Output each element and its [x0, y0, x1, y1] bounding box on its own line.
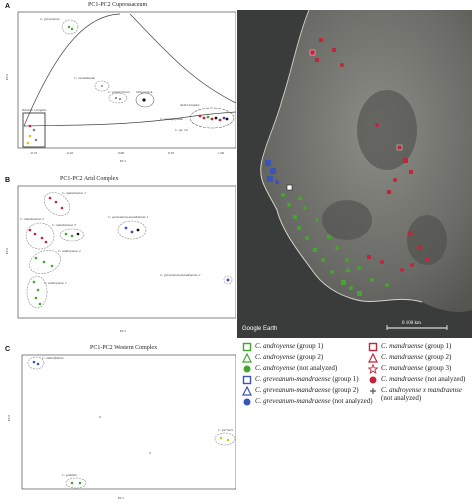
panel-c-letter: C [5, 346, 11, 353]
panel-b-letter: B [5, 177, 11, 184]
panel-a-plot: C. greveanum C. nesiotianum C. gregaries… [5, 11, 236, 163]
legend-group: (group 2) [296, 353, 324, 361]
plus-icon [370, 388, 376, 394]
legend: C. androyense (group 1) C. androyense (g… [242, 340, 474, 470]
panel-a-xlabel: PC1 [120, 159, 126, 163]
panel-b-plot: C. mandraense 1 C. mandraense 2 C. mandr… [5, 185, 236, 333]
panel-a: A PC1-PC2 Cupressaceum C. grevea [0, 0, 236, 172]
panel-b-label-gm1: C. greveanum-mandraense 1 [108, 215, 149, 219]
panel-a-label-arid: Arid Complex [179, 103, 200, 107]
legend-item: C. greveanum-mandraense (group 1) [242, 375, 359, 385]
panel-b-ylabel: PC2 [5, 248, 9, 254]
panel-b-points [28, 196, 230, 306]
panel-a-label-ovoid: C. ovoidphyllum [160, 117, 184, 121]
map-credit: Google Earth [242, 326, 278, 332]
legend-group: (group 2) [332, 386, 359, 394]
panel-a-label-gregariesum: C. gregariesum [108, 90, 130, 94]
legend-group: (not analyzed) [296, 364, 338, 372]
panel-a-label-outgroup: Outgroup A [136, 90, 153, 94]
panel-a-xtick-4: 1.00 [218, 151, 224, 155]
panel-b: B PC1-PC2 Arid Complex C. mandraense 1 C… [0, 172, 236, 344]
legend-name: C. greveanum-mandraense [255, 397, 331, 405]
legend-name: C. androyense [255, 353, 296, 361]
panel-c: C PC1-PC2 Western Complex C. obtusifoliu… [0, 345, 236, 503]
panel-a-xtick-1: -0.45 [66, 151, 74, 155]
panel-c-ylabel: PC2 [7, 415, 11, 421]
legend-item: C. mandraense (group 2) [368, 353, 451, 363]
square-icon [242, 375, 252, 385]
map-terrain: 0 100 km [237, 10, 472, 338]
legend-item: C. androyense (group 2) [242, 353, 323, 363]
panel-b-label-gm2: C. greveanum-mandraense 2 [160, 273, 201, 277]
legend-group: (not analyzed) [381, 394, 422, 402]
legend-name: C. androyense [255, 342, 296, 350]
panel-b-label-m2: C. mandraense 2 [20, 217, 44, 221]
panel-a-xtick-0: -0.75 [30, 151, 38, 155]
legend-item: C. mandraense (group 3) [368, 364, 451, 374]
panel-a-title: PC1-PC2 Cupressaceum [88, 2, 148, 8]
panel-c-title: PC1-PC2 Western Complex [90, 345, 158, 351]
panel-b-label-a2: C. androyense 2 [58, 249, 81, 253]
legend-item: C. androyense x mandraense (not analyzed) [368, 386, 471, 402]
panel-b-xlabel: PC1 [120, 329, 126, 333]
map-markers [265, 38, 429, 296]
legend-name: C. mandraense [381, 342, 424, 350]
legend-group: (not analyzed) [332, 397, 373, 405]
square-icon [368, 342, 378, 352]
panel-c-xlabel: PC1 [118, 496, 124, 500]
panel-a-xtick-3: 0.55 [168, 151, 174, 155]
legend-name: C. greveanum-mandraense [255, 375, 331, 383]
panel-a-xtick-2: 0.00 [118, 151, 124, 155]
map-scale-bar: 0 100 km [386, 321, 448, 330]
panel-b-title: PC1-PC2 Arid Complex [60, 176, 119, 182]
legend-group: (group 2) [425, 353, 452, 361]
triangle-icon [242, 386, 252, 396]
panel-a-label-western: Western Complex [22, 108, 47, 112]
legend-name: C. mandraense [381, 353, 424, 361]
legend-item: C. mandraense (group 1) [368, 342, 451, 352]
legend-group: (not analyzed) [425, 375, 466, 383]
legend-item: C. mandraense (not analyzed) [368, 375, 465, 385]
legend-group: (group 1) [425, 342, 452, 350]
panel-a-letter: A [5, 3, 11, 10]
panel-a-label-nesiotianum: C. nesiotianum [74, 76, 96, 80]
circle-icon [369, 376, 377, 384]
square-icon [242, 342, 252, 352]
panel-b-label-a1: C. androyense 1 [44, 281, 67, 285]
triangle-icon [242, 353, 252, 363]
panel-c-label-perr: C. perrieri [218, 428, 233, 432]
star-icon [368, 364, 378, 374]
legend-name: C. androyense [255, 364, 296, 372]
panel-c-plot: C. obtusifolium C. perrieri C. pumilio P… [7, 354, 236, 500]
panel-c-label-pum: C. pumilio [62, 473, 77, 477]
legend-group: (group 3) [425, 364, 452, 372]
panel-c-points [32, 360, 230, 485]
legend-name: C. greveanum-mandraense [255, 386, 331, 394]
legend-group: (group 1) [332, 375, 359, 383]
panel-c-label-obt: C. obtusifolium [42, 356, 64, 360]
legend-item: C. greveanum-mandraense (not analyzed) [242, 397, 373, 407]
panel-a-points [26, 25, 229, 145]
triangle-icon [368, 353, 378, 363]
legend-item: C. androyense (not analyzed) [242, 364, 337, 374]
map-scale-label: 0 100 km [402, 321, 421, 326]
panel-b-label-m3: C. mandraense 3 [52, 223, 76, 227]
panel-a-label-greveanum: C. greveanum [40, 17, 60, 21]
circle-icon [243, 398, 251, 406]
panel-a-ylabel: PC2 [5, 74, 9, 80]
legend-name: C. mandraense [381, 375, 424, 383]
legend-name: C. androyense x mandraense [381, 386, 463, 394]
legend-group: (group 1) [296, 342, 324, 350]
legend-item: C. greveanum-mandraense (group 2) [242, 386, 359, 396]
panel-b-label-m1: C. mandraense 1 [62, 191, 86, 195]
legend-name: C. mandraense [381, 364, 424, 372]
circle-icon [243, 365, 251, 373]
legend-item: C. androyense (group 1) [242, 342, 323, 352]
satellite-map: 0 100 km Google Earth [237, 10, 472, 338]
panel-a-label-sp10: C. sp. 10 [175, 128, 188, 132]
